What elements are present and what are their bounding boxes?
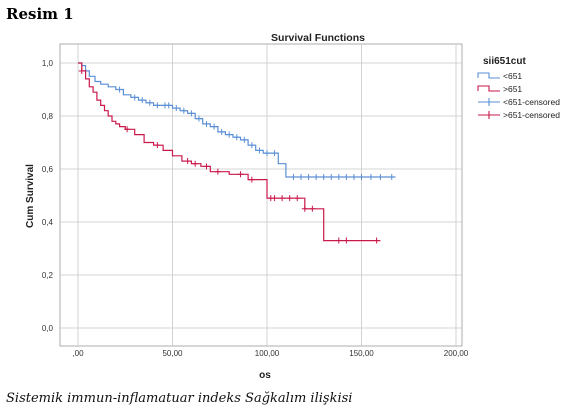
censor-mark bbox=[195, 115, 202, 122]
x-tick-label: 150,00 bbox=[349, 349, 374, 358]
censor-mark bbox=[211, 123, 218, 130]
censor-mark bbox=[388, 173, 395, 180]
grid bbox=[60, 44, 462, 346]
censor-mark bbox=[214, 168, 221, 175]
figure-caption: Sistemik immun-inflamatuar indeks Sağkal… bbox=[6, 391, 353, 406]
chart-title: Survival Functions bbox=[271, 32, 365, 44]
censor-mark bbox=[241, 136, 248, 143]
censor-mark bbox=[154, 102, 161, 109]
censor-mark bbox=[165, 102, 172, 109]
censor-mark bbox=[298, 173, 305, 180]
y-tick-label: 0,6 bbox=[42, 165, 54, 174]
y-tick-label: 0,4 bbox=[42, 218, 54, 227]
y-tick-label: 1,0 bbox=[42, 59, 54, 68]
censor-mark bbox=[271, 195, 278, 202]
censor-mark bbox=[377, 173, 384, 180]
censor-mark bbox=[328, 173, 335, 180]
figure-label: Resim 1 bbox=[6, 5, 74, 23]
y-tick-label: 0,0 bbox=[42, 324, 54, 333]
censor-mark bbox=[279, 195, 286, 202]
censor-mark bbox=[350, 173, 357, 180]
x-tick-label: 100,00 bbox=[255, 349, 280, 358]
censor-mark bbox=[226, 131, 233, 138]
censor-mark bbox=[313, 173, 320, 180]
censor-mark bbox=[233, 134, 240, 141]
censor-mark bbox=[309, 205, 316, 212]
x-tick-labels: ,00 50,00 100,00 150,00 200,00 bbox=[72, 349, 468, 358]
censor-mark bbox=[367, 173, 374, 180]
censor-mark bbox=[116, 86, 123, 93]
censor-mark bbox=[248, 176, 255, 183]
censor-mark bbox=[131, 94, 138, 101]
censor-mark bbox=[218, 128, 225, 135]
legend-entry-label: <651 bbox=[503, 71, 522, 81]
censor-mark bbox=[188, 110, 195, 117]
y-axis-label: Cum Survival bbox=[25, 164, 36, 228]
y-tick-label: 0,2 bbox=[42, 271, 54, 280]
censor-mark bbox=[146, 99, 153, 106]
censor-mark bbox=[373, 237, 380, 244]
censor-mark bbox=[124, 126, 131, 133]
legend-entry-label: >651-censored bbox=[503, 110, 560, 120]
legend: sii651cut <651 >651 <651-censored >651-cens… bbox=[477, 56, 560, 120]
x-tick-label: 50,00 bbox=[162, 349, 183, 358]
censor-mark bbox=[184, 158, 191, 165]
censor-mark bbox=[343, 237, 350, 244]
censor-mark bbox=[271, 150, 278, 157]
censor-mark bbox=[286, 195, 293, 202]
censor-mark bbox=[264, 150, 270, 157]
censor-mark bbox=[203, 120, 210, 127]
legend-swatch-line bbox=[477, 72, 500, 79]
censor-mark bbox=[173, 105, 180, 112]
x-tick-label: ,00 bbox=[72, 349, 84, 358]
censor-marks bbox=[78, 67, 395, 244]
censor-mark bbox=[301, 205, 308, 212]
censor-mark bbox=[203, 163, 210, 170]
legend-swatch-censor bbox=[478, 111, 500, 119]
censor-mark bbox=[237, 171, 244, 178]
censor-mark bbox=[320, 173, 327, 180]
censor-mark bbox=[154, 142, 161, 149]
censor-mark bbox=[335, 237, 342, 244]
censor-mark bbox=[78, 67, 85, 74]
legend-title: sii651cut bbox=[483, 56, 526, 67]
legend-swatch-censor bbox=[478, 98, 500, 106]
censor-mark bbox=[358, 173, 365, 180]
censor-mark bbox=[335, 173, 342, 180]
x-axis-label: os bbox=[259, 370, 271, 381]
legend-entry-label: >651 bbox=[503, 84, 522, 94]
y-tick-labels: 0,0 0,2 0,4 0,6 0,8 1,0 bbox=[42, 59, 54, 333]
censor-mark bbox=[290, 173, 297, 180]
censor-mark bbox=[248, 142, 255, 149]
y-tick-label: 0,8 bbox=[42, 112, 54, 121]
x-tick-label: 200,00 bbox=[444, 349, 469, 358]
censor-mark bbox=[192, 160, 199, 167]
censor-mark bbox=[180, 107, 187, 114]
series-line-gt651 bbox=[78, 62, 381, 242]
legend-swatch-line bbox=[477, 85, 500, 92]
legend-entry-label: <651-censored bbox=[503, 97, 560, 107]
censor-mark bbox=[305, 173, 312, 180]
censor-mark bbox=[139, 97, 146, 104]
censor-mark bbox=[294, 195, 301, 202]
censor-mark bbox=[256, 147, 263, 154]
censor-mark bbox=[343, 173, 350, 180]
